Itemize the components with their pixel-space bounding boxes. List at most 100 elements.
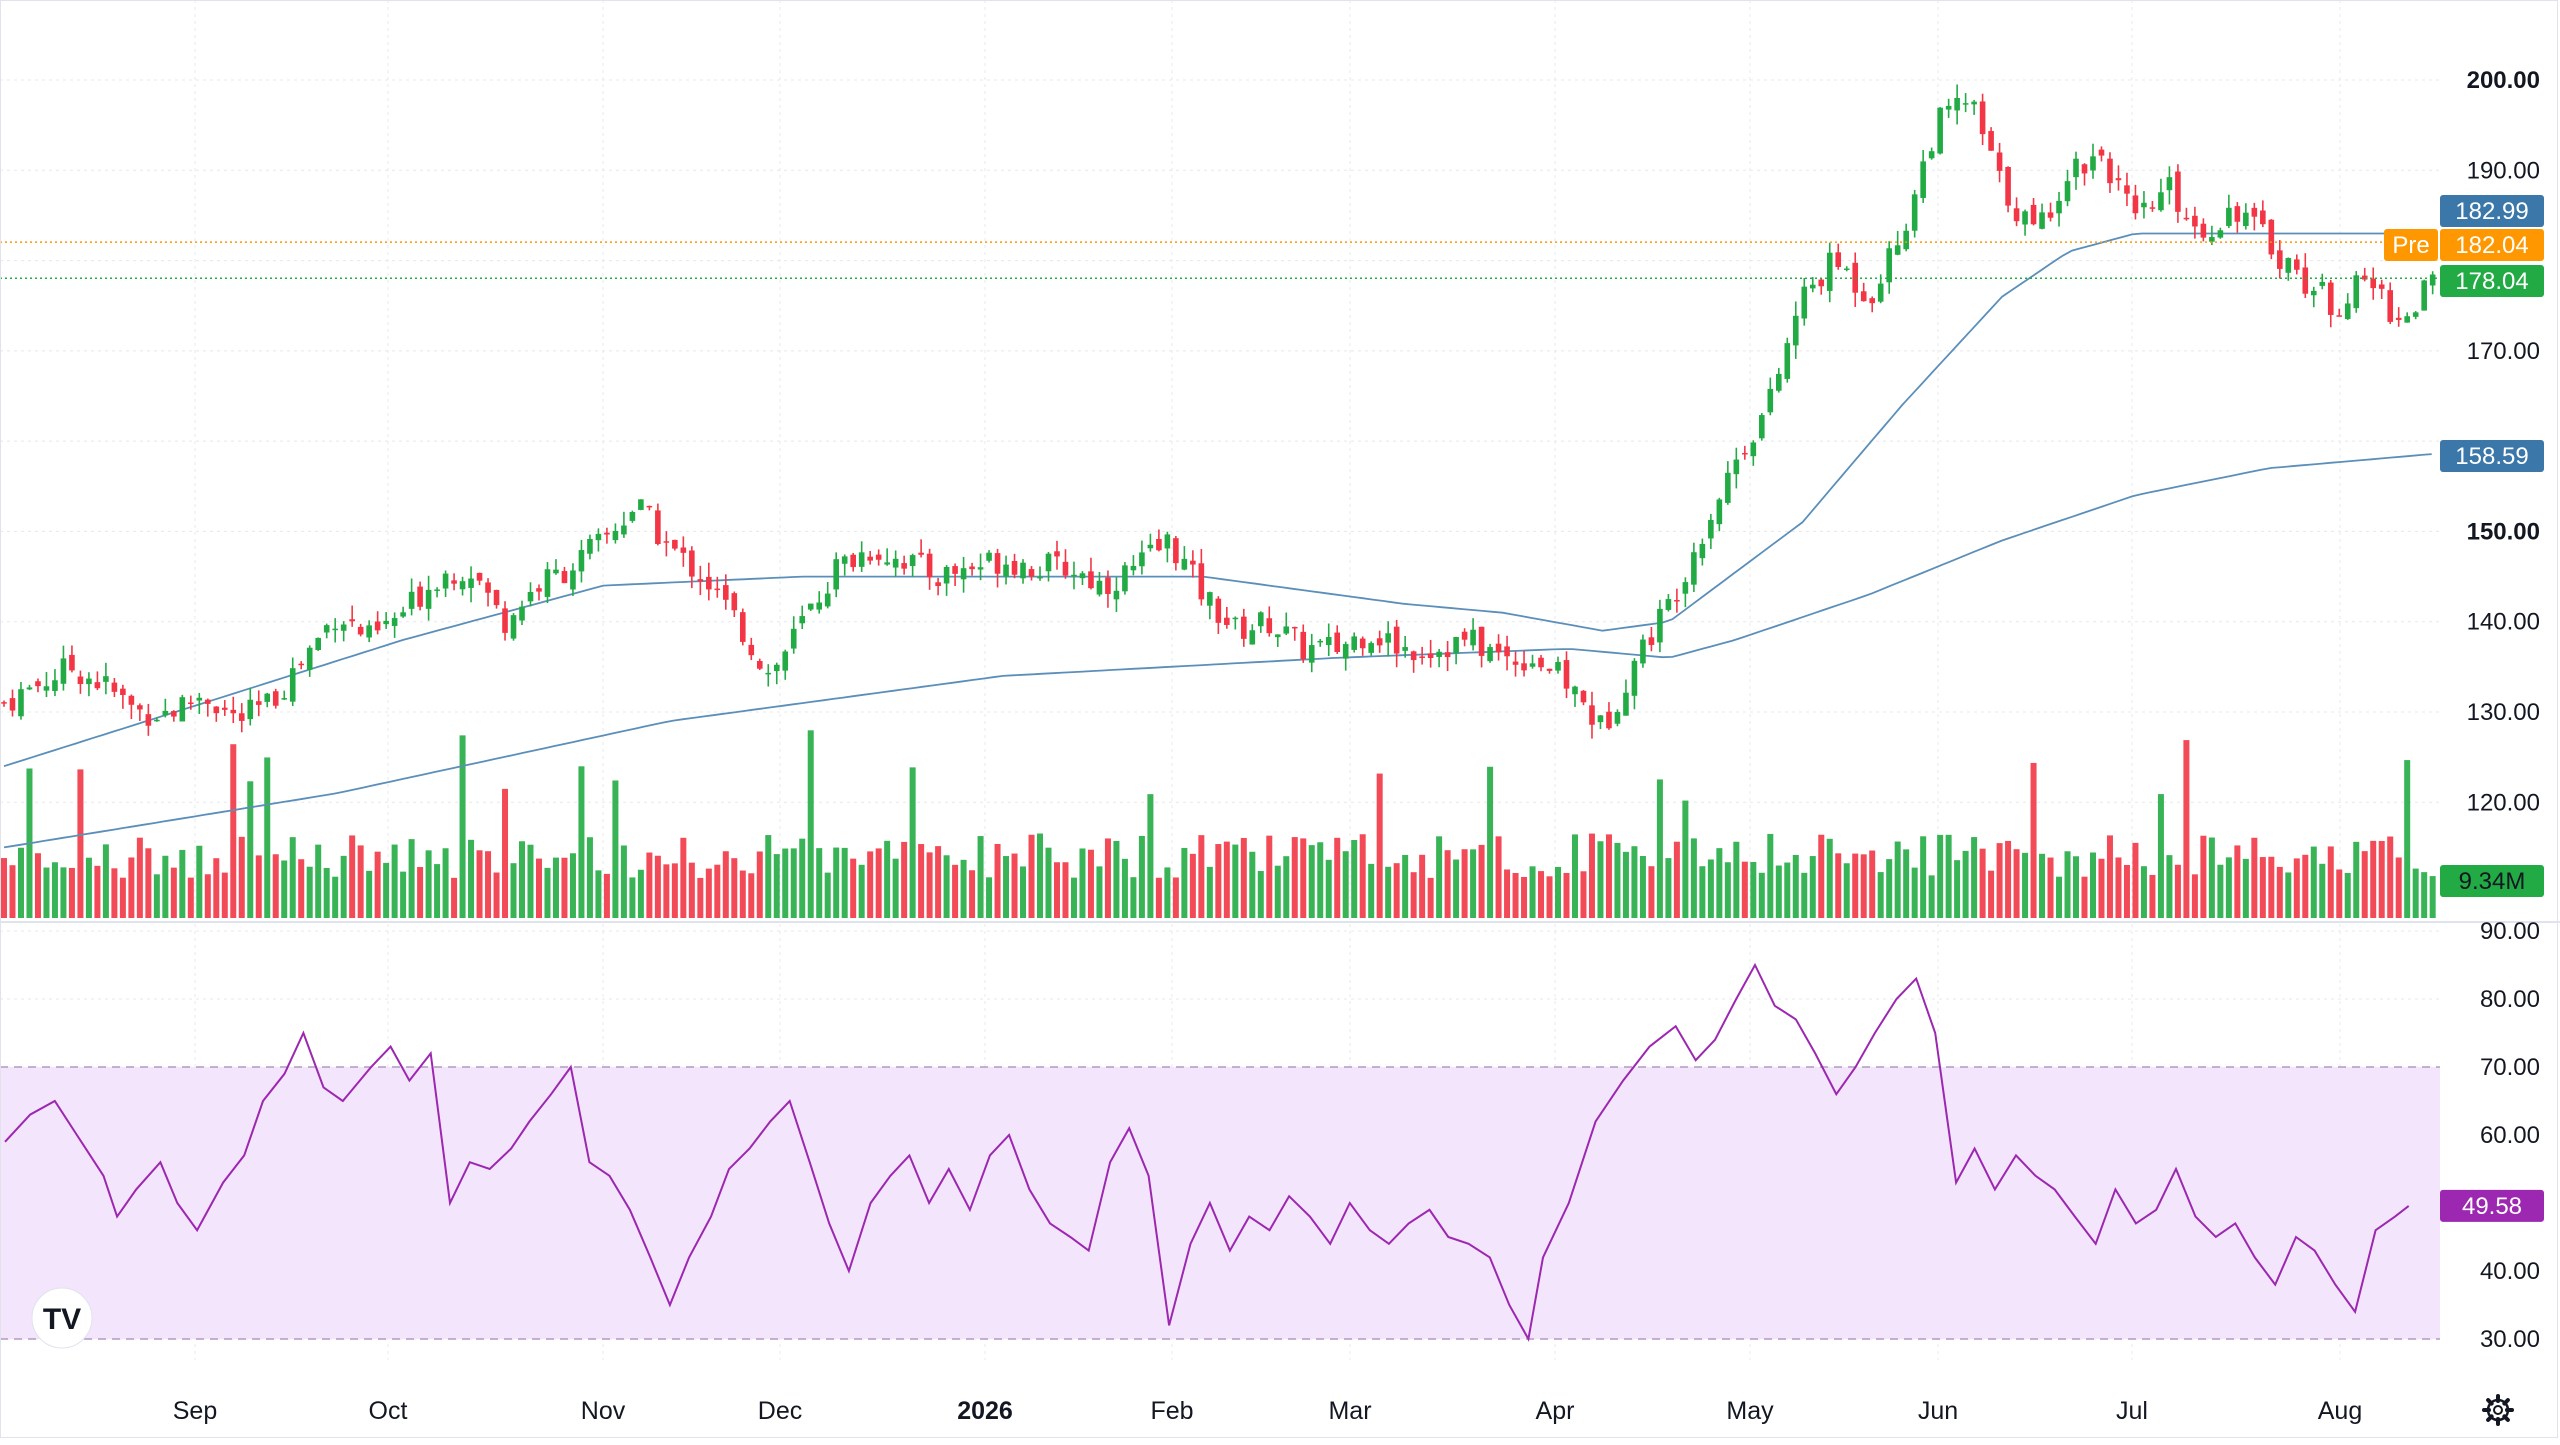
candle bbox=[425, 575, 432, 621]
volume-bar bbox=[586, 837, 593, 918]
volume-bar bbox=[128, 857, 135, 918]
candle bbox=[2404, 312, 2410, 323]
volume-bar bbox=[714, 864, 721, 918]
candle bbox=[103, 662, 109, 695]
volume-bar bbox=[612, 780, 619, 918]
candle bbox=[782, 649, 789, 680]
volume-bar bbox=[1453, 859, 1460, 918]
candle bbox=[1742, 445, 1748, 460]
candle bbox=[230, 696, 237, 724]
volume-bar bbox=[289, 837, 296, 918]
candle bbox=[1860, 282, 1867, 302]
volume-bar bbox=[1062, 862, 1069, 918]
candle bbox=[1283, 612, 1290, 636]
candlesticks[interactable] bbox=[1, 84, 2436, 739]
volume-bar bbox=[68, 867, 75, 918]
candle bbox=[1937, 107, 1943, 155]
candle bbox=[1775, 367, 1782, 393]
candle bbox=[1546, 668, 1553, 674]
volume-bar bbox=[2183, 740, 2190, 918]
volume-bar bbox=[705, 868, 712, 918]
volume-bar bbox=[1571, 834, 1578, 918]
volume-bar bbox=[2387, 836, 2394, 918]
price-axis[interactable]: 200.00 190.00 170.00 150.00 140.00 130.00 120.… bbox=[2467, 67, 2540, 1353]
candle bbox=[128, 694, 135, 720]
candle bbox=[86, 672, 92, 697]
price-badge-label: 182.04 bbox=[2455, 232, 2528, 259]
volume-bar bbox=[1300, 838, 1307, 918]
volume-bar bbox=[255, 855, 262, 918]
candle bbox=[145, 703, 152, 736]
price-badge bbox=[2440, 195, 2544, 227]
volume-bar bbox=[1283, 856, 1290, 918]
volume-bar bbox=[663, 864, 670, 918]
candle bbox=[2293, 254, 2300, 275]
candle bbox=[2098, 146, 2105, 162]
volume-bar bbox=[1555, 866, 1562, 918]
candle bbox=[790, 616, 797, 654]
volume-bar bbox=[620, 845, 627, 918]
candle bbox=[1835, 243, 1842, 270]
volume-bar bbox=[960, 859, 967, 918]
candle bbox=[1402, 636, 1408, 658]
candle bbox=[756, 658, 763, 671]
volume-bar bbox=[731, 858, 738, 918]
candle bbox=[1631, 658, 1638, 710]
volume-bar bbox=[1351, 840, 1358, 918]
candle bbox=[485, 578, 491, 607]
volume-bar bbox=[1928, 875, 1935, 918]
volume-bar bbox=[2302, 854, 2309, 918]
rsi-tick-label: 30.00 bbox=[2480, 1326, 2540, 1353]
candle bbox=[2429, 271, 2436, 295]
volume-bar bbox=[1003, 856, 1010, 918]
time-tick-label: Sep bbox=[173, 1397, 217, 1425]
gear-icon[interactable] bbox=[2482, 1394, 2514, 1426]
candle bbox=[26, 684, 33, 691]
volume-bar bbox=[1020, 866, 1027, 918]
candle bbox=[1784, 337, 1791, 383]
candle bbox=[697, 565, 704, 596]
volume-bar bbox=[408, 839, 415, 918]
volume-bar bbox=[2344, 872, 2351, 918]
volume-bar bbox=[1588, 833, 1595, 918]
volume-bar bbox=[1223, 841, 1230, 918]
candle bbox=[1708, 513, 1714, 549]
candle bbox=[1903, 223, 1909, 252]
candle bbox=[519, 600, 525, 626]
candle bbox=[349, 605, 355, 627]
candle bbox=[2056, 191, 2062, 227]
candle bbox=[1843, 266, 1850, 272]
candle bbox=[1759, 413, 1765, 441]
price-badge bbox=[2440, 265, 2544, 297]
volume-bar bbox=[391, 844, 398, 918]
volume-bar bbox=[170, 867, 177, 918]
volume-bar bbox=[2404, 760, 2411, 918]
volume-bar bbox=[2039, 853, 2046, 918]
candle bbox=[2047, 202, 2054, 222]
volume-bar bbox=[1673, 841, 1680, 918]
candle bbox=[1589, 691, 1595, 739]
volume-bar bbox=[1656, 779, 1663, 918]
time-axis[interactable]: Sep Oct Nov Dec 2026 Feb Mar Apr May Jun Jul Aug bbox=[173, 1397, 2362, 1425]
candle bbox=[587, 534, 593, 560]
volume-bar bbox=[1639, 856, 1646, 918]
candle bbox=[799, 605, 806, 630]
candle bbox=[655, 503, 661, 546]
candle bbox=[1478, 626, 1485, 668]
volume-bar bbox=[782, 848, 789, 918]
candle bbox=[1682, 577, 1689, 608]
volume-bar bbox=[485, 851, 492, 918]
candle bbox=[1733, 447, 1740, 489]
volume-bar bbox=[17, 847, 24, 918]
candle bbox=[561, 566, 568, 584]
logo[interactable]: TV bbox=[31, 1287, 93, 1349]
candle bbox=[1419, 646, 1425, 665]
volume-bar bbox=[2022, 852, 2029, 918]
candle bbox=[977, 553, 984, 581]
volume-bar bbox=[1724, 862, 1731, 918]
candle bbox=[1037, 566, 1043, 581]
volume-bar bbox=[43, 867, 50, 918]
volume-bar bbox=[1699, 866, 1706, 918]
